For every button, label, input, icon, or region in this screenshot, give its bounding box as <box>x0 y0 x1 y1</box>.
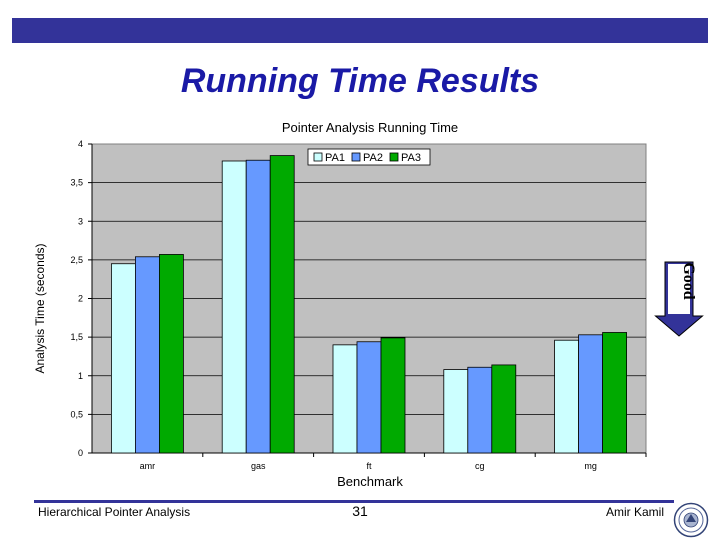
header-bar <box>12 18 708 43</box>
bar-pa1-ft <box>332 344 358 454</box>
x-tick-label: gas <box>251 461 266 471</box>
university-seal-icon <box>673 502 709 538</box>
y-tick-label: 1 <box>78 371 83 381</box>
bar-pa3-ft <box>380 337 406 454</box>
legend-swatch-pa1 <box>313 152 323 162</box>
legend-label-pa2: PA2 <box>363 152 383 164</box>
bar-pa2-gas <box>245 159 271 454</box>
footer-presentation-title: Hierarchical Pointer Analysis <box>38 505 191 519</box>
x-axis-label: Benchmark <box>337 474 403 489</box>
legend-label-pa1: PA1 <box>325 152 345 164</box>
bar-pa3-mg <box>602 332 627 454</box>
y-tick-label: 1,5 <box>70 332 83 342</box>
bar-pa2-amr <box>134 256 160 454</box>
footer-divider <box>34 500 674 503</box>
bar-pa3-amr <box>158 254 184 454</box>
page-number: 31 <box>352 503 368 519</box>
bar-pa3-cg <box>491 364 517 454</box>
y-tick-label: 4 <box>78 139 83 149</box>
bar-pa1-cg <box>443 369 469 454</box>
bar-pa1-amr <box>111 263 136 454</box>
good-label: Good <box>680 262 697 299</box>
x-tick-label: ft <box>366 461 372 471</box>
footer-author: Amir Kamil <box>605 505 664 519</box>
bar-pa2-cg <box>467 366 493 454</box>
x-tick-label: mg <box>584 461 597 471</box>
y-tick-label: 2 <box>78 294 83 304</box>
bar-pa1-mg <box>554 339 579 454</box>
bar-pa2-mg <box>578 334 603 454</box>
x-tick-label: amr <box>140 461 156 471</box>
legend-swatch-pa2 <box>351 152 361 162</box>
legend-label-pa3: PA3 <box>401 152 421 164</box>
y-tick-label: 3 <box>78 216 83 226</box>
y-tick-label: 0 <box>78 448 83 458</box>
bar-pa3-gas <box>269 155 295 454</box>
bar-pa2-ft <box>356 341 382 454</box>
legend-swatch-pa3 <box>389 152 399 162</box>
x-tick-label: cg <box>475 461 485 471</box>
y-tick-label: 3,5 <box>70 178 83 188</box>
y-axis-label: Analysis Time (seconds) <box>33 243 47 373</box>
y-tick-label: 0,5 <box>70 409 83 419</box>
chart-title: Pointer Analysis Running Time <box>282 120 458 135</box>
bar-pa1-gas <box>221 160 247 454</box>
y-tick-label: 2,5 <box>70 255 83 265</box>
good-label-bg <box>668 264 690 314</box>
slide-title: Running Time Results <box>180 62 540 100</box>
legend-box <box>307 148 431 166</box>
bar-chart: Pointer Analysis Running Time 0 0,5 1 1,5 2 2,… <box>33 120 704 489</box>
